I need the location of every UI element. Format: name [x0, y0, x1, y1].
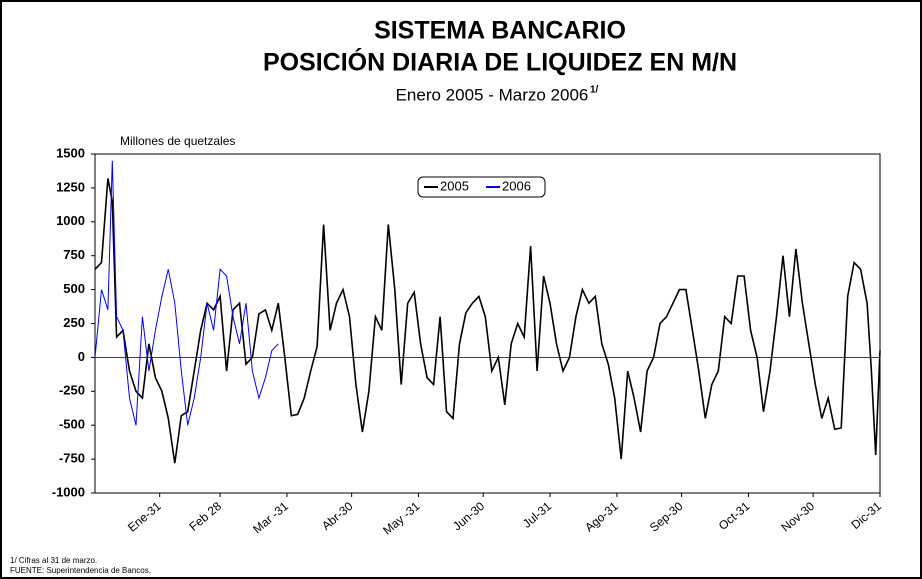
line-series [94, 160, 279, 426]
y-tick-label: 0 [78, 349, 85, 364]
y-tick-label: 750 [63, 247, 85, 262]
y-tick-label: 1500 [56, 145, 85, 160]
legend-box [417, 176, 546, 198]
y-tick-label: 1000 [56, 213, 85, 228]
subtitle: Enero 2005 - Marzo 2006 [396, 85, 589, 104]
y-tick-label: -1000 [52, 484, 85, 499]
y-axis-label: Millones de quetzales [120, 134, 235, 148]
legend-label: 2005 [440, 178, 469, 193]
y-tick-label: 500 [63, 281, 85, 296]
y-tick-label: -750 [59, 451, 85, 466]
footnote: FUENTE: Superintendencia de Bancos. [10, 566, 151, 575]
line-series [94, 178, 881, 464]
y-tick-label: 250 [63, 315, 85, 330]
legend-label: 2006 [502, 178, 531, 193]
footnote: 1/ Cifras al 31 de marzo. [10, 556, 97, 565]
subtitle-note: 1/ [590, 85, 599, 96]
chart-title-2: POSICIÓN DIARIA DE LIQUIDEZ EN M/N [263, 47, 737, 77]
chart-title: SISTEMA BANCARIO [374, 17, 626, 45]
y-tick-label: -500 [59, 417, 85, 432]
y-tick-label: 1250 [56, 179, 85, 194]
y-tick-label: -250 [59, 383, 85, 398]
